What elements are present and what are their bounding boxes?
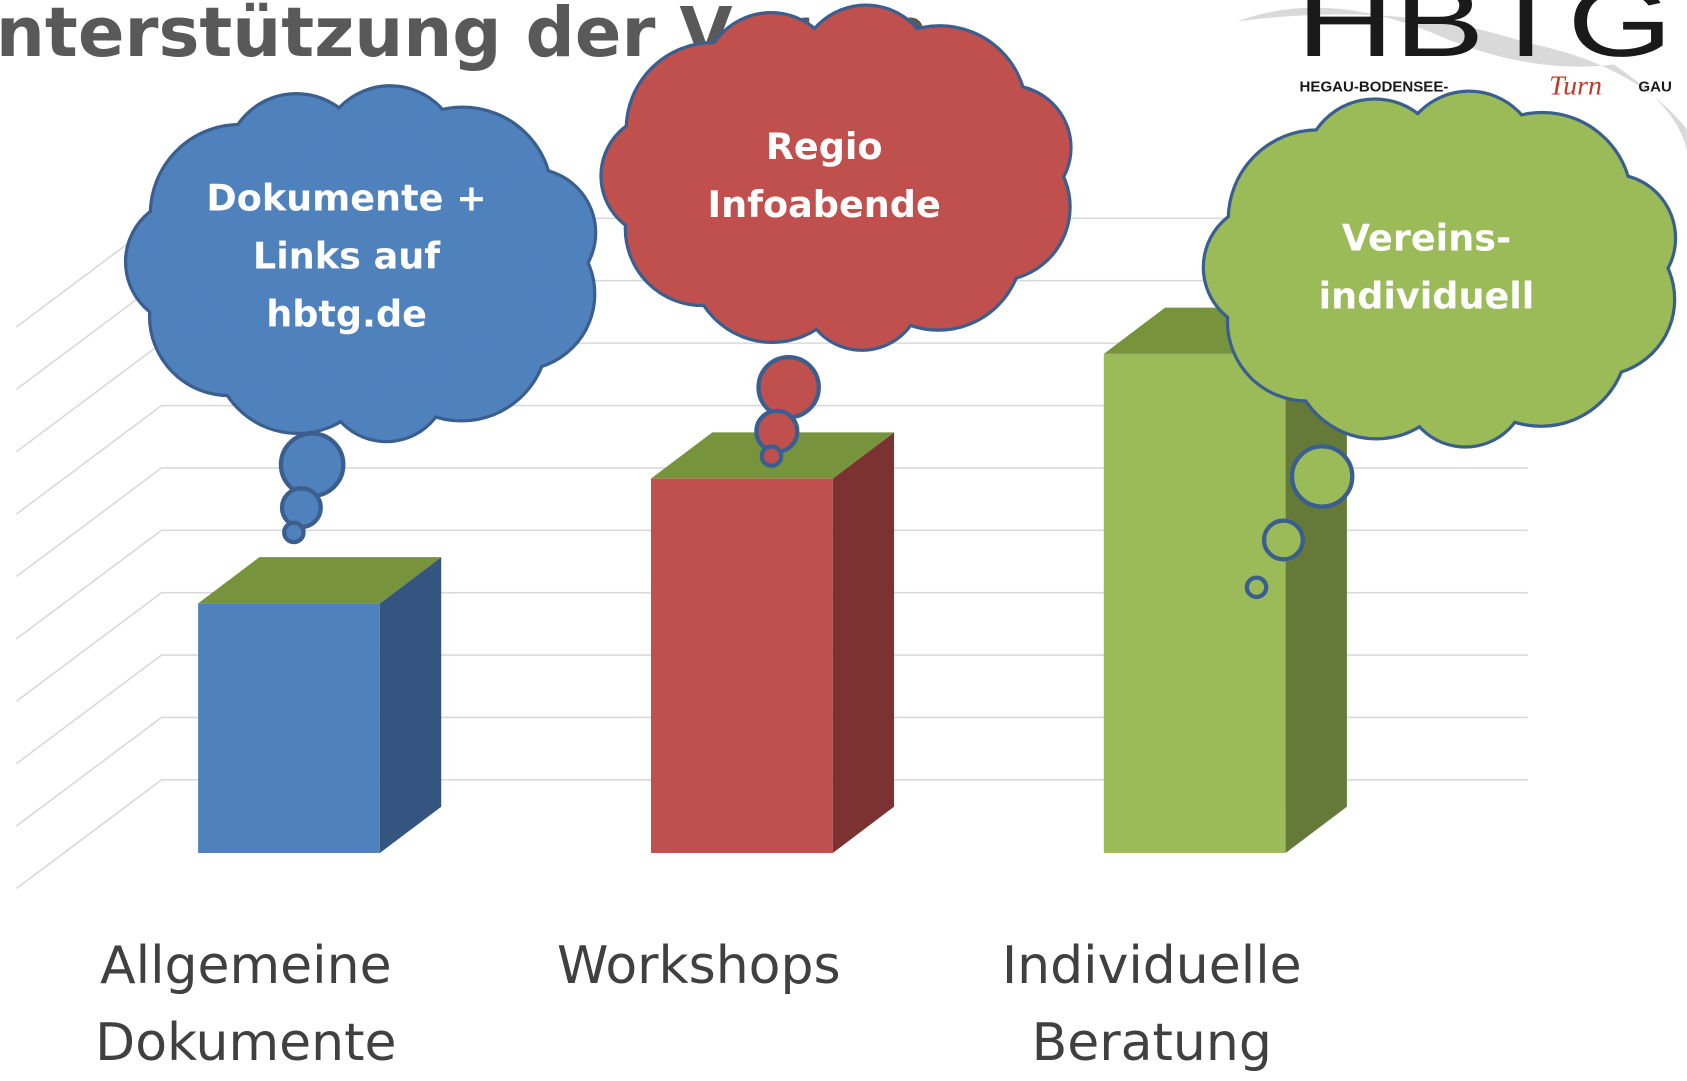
- x-tick-label: Individuelle Beratung: [987, 928, 1317, 1081]
- thought-bubble: [1292, 446, 1352, 506]
- thought-bubble: [281, 433, 343, 495]
- cloud-text: Vereins-: [1342, 216, 1511, 259]
- cloud-core: [669, 71, 1010, 284]
- logo-mark: HBTG: [1296, 0, 1672, 77]
- thought-bubble: [759, 357, 819, 417]
- bar-side: [833, 432, 894, 853]
- logo-script: Turn: [1549, 71, 1602, 102]
- cloud-core: [1271, 159, 1613, 379]
- thought-bubble: [1264, 521, 1303, 560]
- bar-side: [380, 557, 441, 853]
- cloud-text: Dokumente +: [206, 177, 486, 220]
- cloud-text: Regio: [766, 125, 883, 168]
- thought-bubble: [762, 446, 781, 465]
- logo-region: HEGAU-BODENSEE-: [1300, 78, 1449, 95]
- thought-bubble: [284, 523, 303, 542]
- bar-front: [1104, 354, 1286, 853]
- bar-front: [198, 603, 380, 853]
- cloud-text: hbtg.de: [266, 293, 427, 336]
- thought-cloud: Regio Infoabende: [603, 7, 1070, 466]
- thought-bubble: [1247, 578, 1266, 597]
- x-tick-label: Allgemeine Dokumente: [81, 928, 411, 1081]
- slide: HBTG HEGAU-BODENSEE- Turn GAU nterstützu…: [0, 0, 1687, 1081]
- thought-cloud: Dokumente + Links auf hbtg.de: [127, 87, 594, 542]
- thought-bubble: [282, 488, 321, 527]
- cloud-text: Infoabende: [707, 183, 940, 226]
- clouds: Dokumente + Links auf hbtg.de Regio Infoaben…: [127, 7, 1674, 597]
- cloud-text: individuell: [1319, 274, 1535, 317]
- chart: HBTG HEGAU-BODENSEE- Turn GAU nterstützu…: [0, 0, 1687, 1081]
- bar-front: [651, 479, 833, 853]
- thought-cloud: Vereins-individuell: [1205, 93, 1674, 597]
- logo-suffix: GAU: [1638, 78, 1671, 95]
- cloud-text: Links auf: [253, 235, 441, 278]
- x-tick-label: Workshops: [534, 928, 864, 1005]
